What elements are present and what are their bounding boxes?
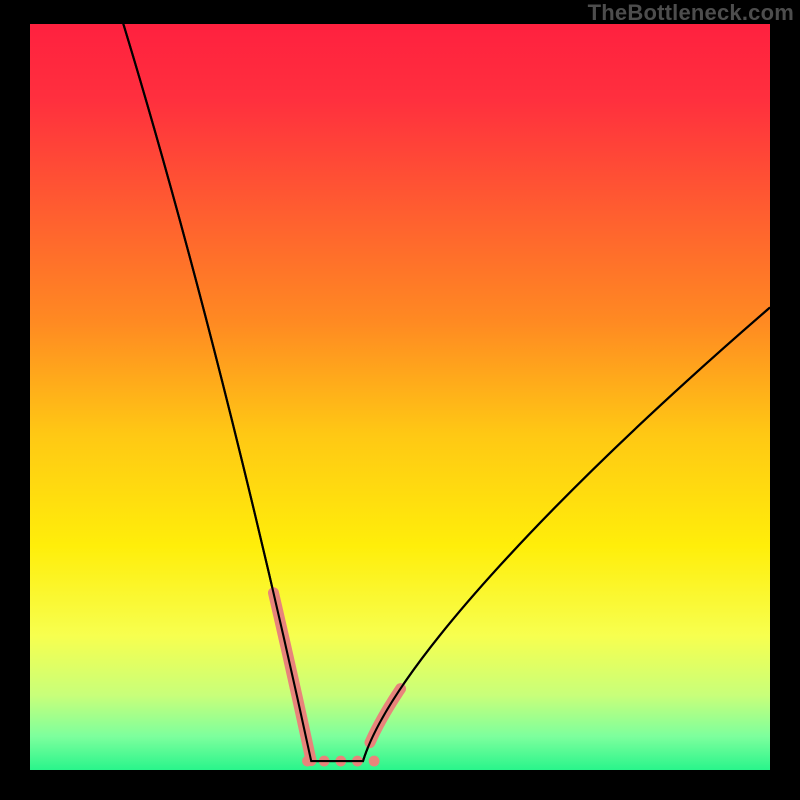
plot-area	[30, 24, 770, 770]
curve-floor-bead	[369, 756, 380, 767]
bottleneck-chart	[0, 0, 800, 800]
